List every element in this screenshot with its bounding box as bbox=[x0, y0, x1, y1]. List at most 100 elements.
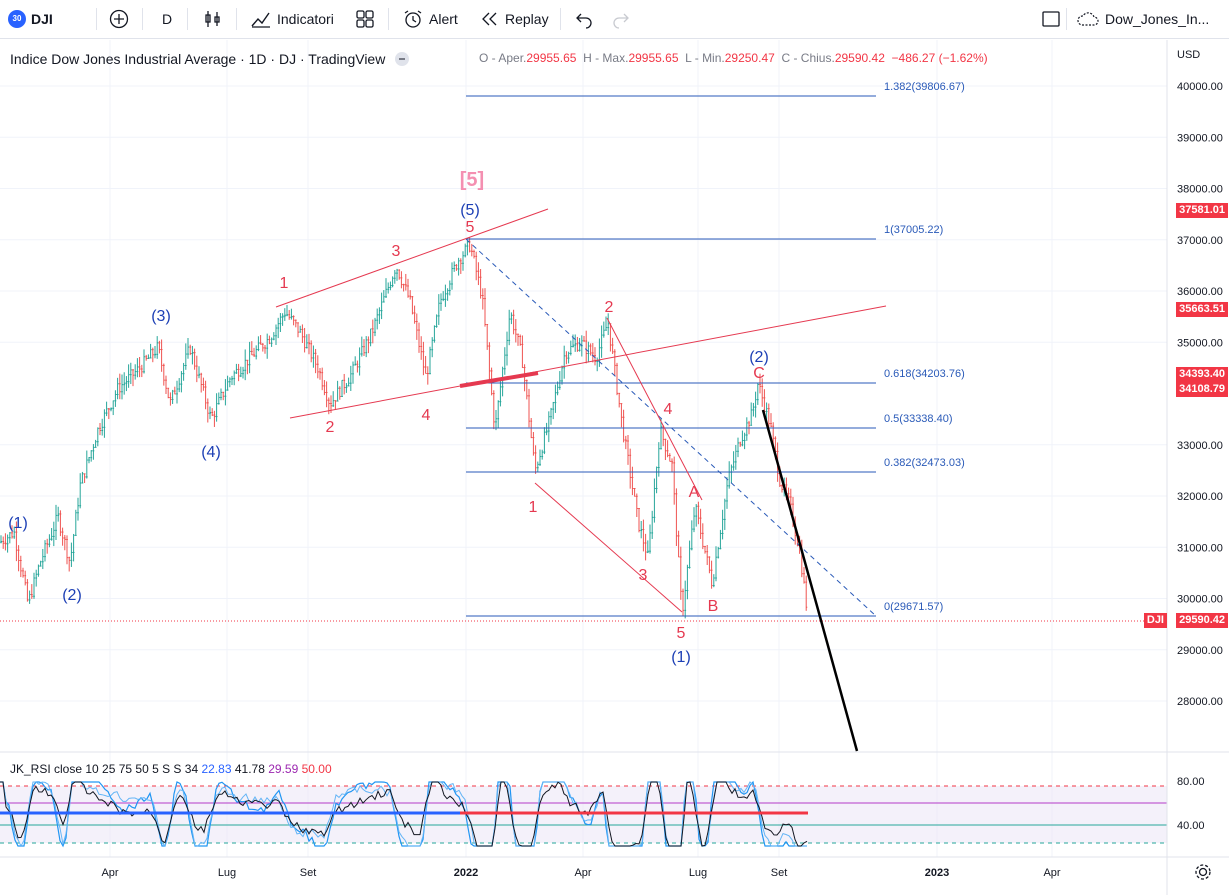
price-tick: 31000.00 bbox=[1177, 542, 1223, 554]
compare-button[interactable] bbox=[109, 0, 129, 38]
time-tick: Apr bbox=[1043, 867, 1060, 879]
highlight-segment bbox=[459, 371, 539, 388]
symbol-badge: 30 bbox=[8, 10, 26, 28]
price-tick: 33000.00 bbox=[1177, 440, 1223, 452]
rsi-tick: 40.00 bbox=[1177, 820, 1205, 832]
divider bbox=[388, 8, 389, 30]
chart-canvas[interactable]: 1.382(39806.67) 1(37005.22) 0.618(34203.… bbox=[0, 40, 1229, 895]
currency-label[interactable]: USD bbox=[1177, 49, 1200, 61]
alert-button[interactable]: Alert bbox=[402, 0, 458, 38]
divider bbox=[236, 8, 237, 30]
wave-label: 2 bbox=[605, 299, 614, 316]
fib-label: 1(37005.22) bbox=[884, 224, 943, 236]
fib-trend-line bbox=[465, 238, 877, 617]
redo-icon bbox=[613, 13, 629, 29]
settings-gear-icon[interactable] bbox=[1195, 864, 1211, 880]
grid-icon bbox=[356, 10, 374, 28]
series-title: Indice Dow Jones Industrial Average · 1D… bbox=[10, 51, 386, 67]
symbol-label: DJI bbox=[31, 11, 53, 27]
redo-button[interactable] bbox=[611, 0, 631, 38]
top-toolbar: 30 DJI D Indicatori Alert Replay Dow_Jo bbox=[0, 0, 1229, 39]
wave-label: A bbox=[689, 484, 700, 501]
wave-label: 4 bbox=[664, 401, 673, 418]
trend-lines[interactable] bbox=[275, 208, 887, 613]
price-tick: 39000.00 bbox=[1177, 132, 1223, 144]
fib-label: 0.5(33338.40) bbox=[884, 413, 953, 425]
divider bbox=[96, 8, 97, 30]
rewind-icon bbox=[482, 12, 497, 26]
price-tick: 36000.00 bbox=[1177, 286, 1223, 298]
chart-type-button[interactable] bbox=[203, 0, 223, 38]
price-tick: 28000.00 bbox=[1177, 696, 1223, 708]
collapse-legend-icon[interactable] bbox=[395, 52, 410, 66]
fib-retracement[interactable] bbox=[465, 95, 877, 617]
price-tick: 30000.00 bbox=[1177, 594, 1223, 606]
wave-label: 5 bbox=[677, 625, 686, 642]
time-tick: 2023 bbox=[925, 867, 949, 879]
divider bbox=[1066, 8, 1067, 30]
price-tag: 37581.01 bbox=[1176, 203, 1228, 218]
interval-label: D bbox=[162, 11, 173, 27]
open-label: O - Aper. bbox=[479, 51, 527, 65]
alert-label: Alert bbox=[429, 11, 458, 27]
high-value: 29955.65 bbox=[628, 51, 679, 65]
add-circle-icon bbox=[109, 9, 129, 29]
time-tick: Set bbox=[771, 867, 788, 879]
price-tick: 32000.00 bbox=[1177, 491, 1223, 503]
divider bbox=[560, 8, 561, 30]
low-value: 29250.47 bbox=[724, 51, 775, 65]
wave-label: 2 bbox=[326, 419, 335, 436]
price-tick: 29000.00 bbox=[1177, 645, 1223, 657]
chart-grid bbox=[0, 40, 1167, 857]
indicators-icon bbox=[251, 12, 270, 28]
ohlc-values: O - Aper.29955.65 H - Max.29955.65 L - M… bbox=[479, 51, 988, 65]
wave-label: (5) bbox=[460, 202, 480, 219]
fib-label: 0.618(34203.76) bbox=[884, 368, 965, 380]
time-tick: Lug bbox=[218, 867, 236, 879]
replay-label: Replay bbox=[505, 11, 549, 27]
wedge-upper-line bbox=[606, 317, 703, 501]
fib-label: 1.382(39806.67) bbox=[884, 81, 965, 93]
low-label: L - Min. bbox=[685, 51, 725, 65]
candles-icon bbox=[205, 11, 220, 27]
square-icon bbox=[1042, 11, 1060, 27]
fullscreen-button[interactable] bbox=[1041, 0, 1061, 38]
symbol-tag: DJI bbox=[1143, 613, 1167, 628]
replay-button[interactable]: Replay bbox=[480, 0, 549, 38]
price-tag: 35663.51 bbox=[1176, 302, 1228, 317]
rsi-legend[interactable]: JK_RSI close 10 25 75 50 5 S S 34 22.83 … bbox=[10, 762, 332, 776]
wave-label: 5 bbox=[466, 219, 475, 236]
wave-label-bracket: [5] bbox=[460, 169, 484, 191]
rsi-tick: 80.00 bbox=[1177, 776, 1205, 788]
wave-label: (1) bbox=[671, 649, 691, 666]
wave-label: 4 bbox=[422, 407, 431, 424]
interval-button[interactable]: D bbox=[162, 0, 172, 38]
rsi-value: 29.59 bbox=[268, 762, 299, 776]
save-layout-button[interactable]: Dow_Jones_In... bbox=[1076, 0, 1209, 38]
series-legend[interactable]: Indice Dow Jones Industrial Average · 1D… bbox=[10, 49, 410, 69]
channel-lower-line bbox=[289, 305, 887, 419]
wave-label: (2) bbox=[62, 587, 82, 604]
divider bbox=[187, 8, 188, 30]
close-value: 29590.42 bbox=[834, 51, 885, 65]
projection-line[interactable] bbox=[761, 409, 859, 752]
channel-upper-line bbox=[275, 208, 549, 308]
alarm-clock-icon bbox=[404, 10, 422, 28]
undo-button[interactable] bbox=[574, 0, 594, 38]
price-candles bbox=[0, 237, 808, 619]
divider bbox=[142, 8, 143, 30]
time-tick: Apr bbox=[101, 867, 118, 879]
indicators-label: Indicatori bbox=[277, 11, 334, 27]
open-value: 29955.65 bbox=[526, 51, 577, 65]
symbol-search-button[interactable]: 30 DJI bbox=[8, 0, 53, 38]
last-price-tag: 29590.42 bbox=[1176, 613, 1228, 628]
time-tick: 2022 bbox=[454, 867, 478, 879]
price-tick: 40000.00 bbox=[1177, 81, 1223, 93]
wave-label: (3) bbox=[151, 308, 171, 325]
templates-button[interactable] bbox=[355, 0, 375, 38]
wave-label: 1 bbox=[280, 275, 289, 292]
price-tick: 37000.00 bbox=[1177, 235, 1223, 247]
indicators-button[interactable]: Indicatori bbox=[250, 0, 334, 38]
wave-label: B bbox=[708, 598, 719, 615]
rsi-value: 50.00 bbox=[301, 762, 332, 776]
